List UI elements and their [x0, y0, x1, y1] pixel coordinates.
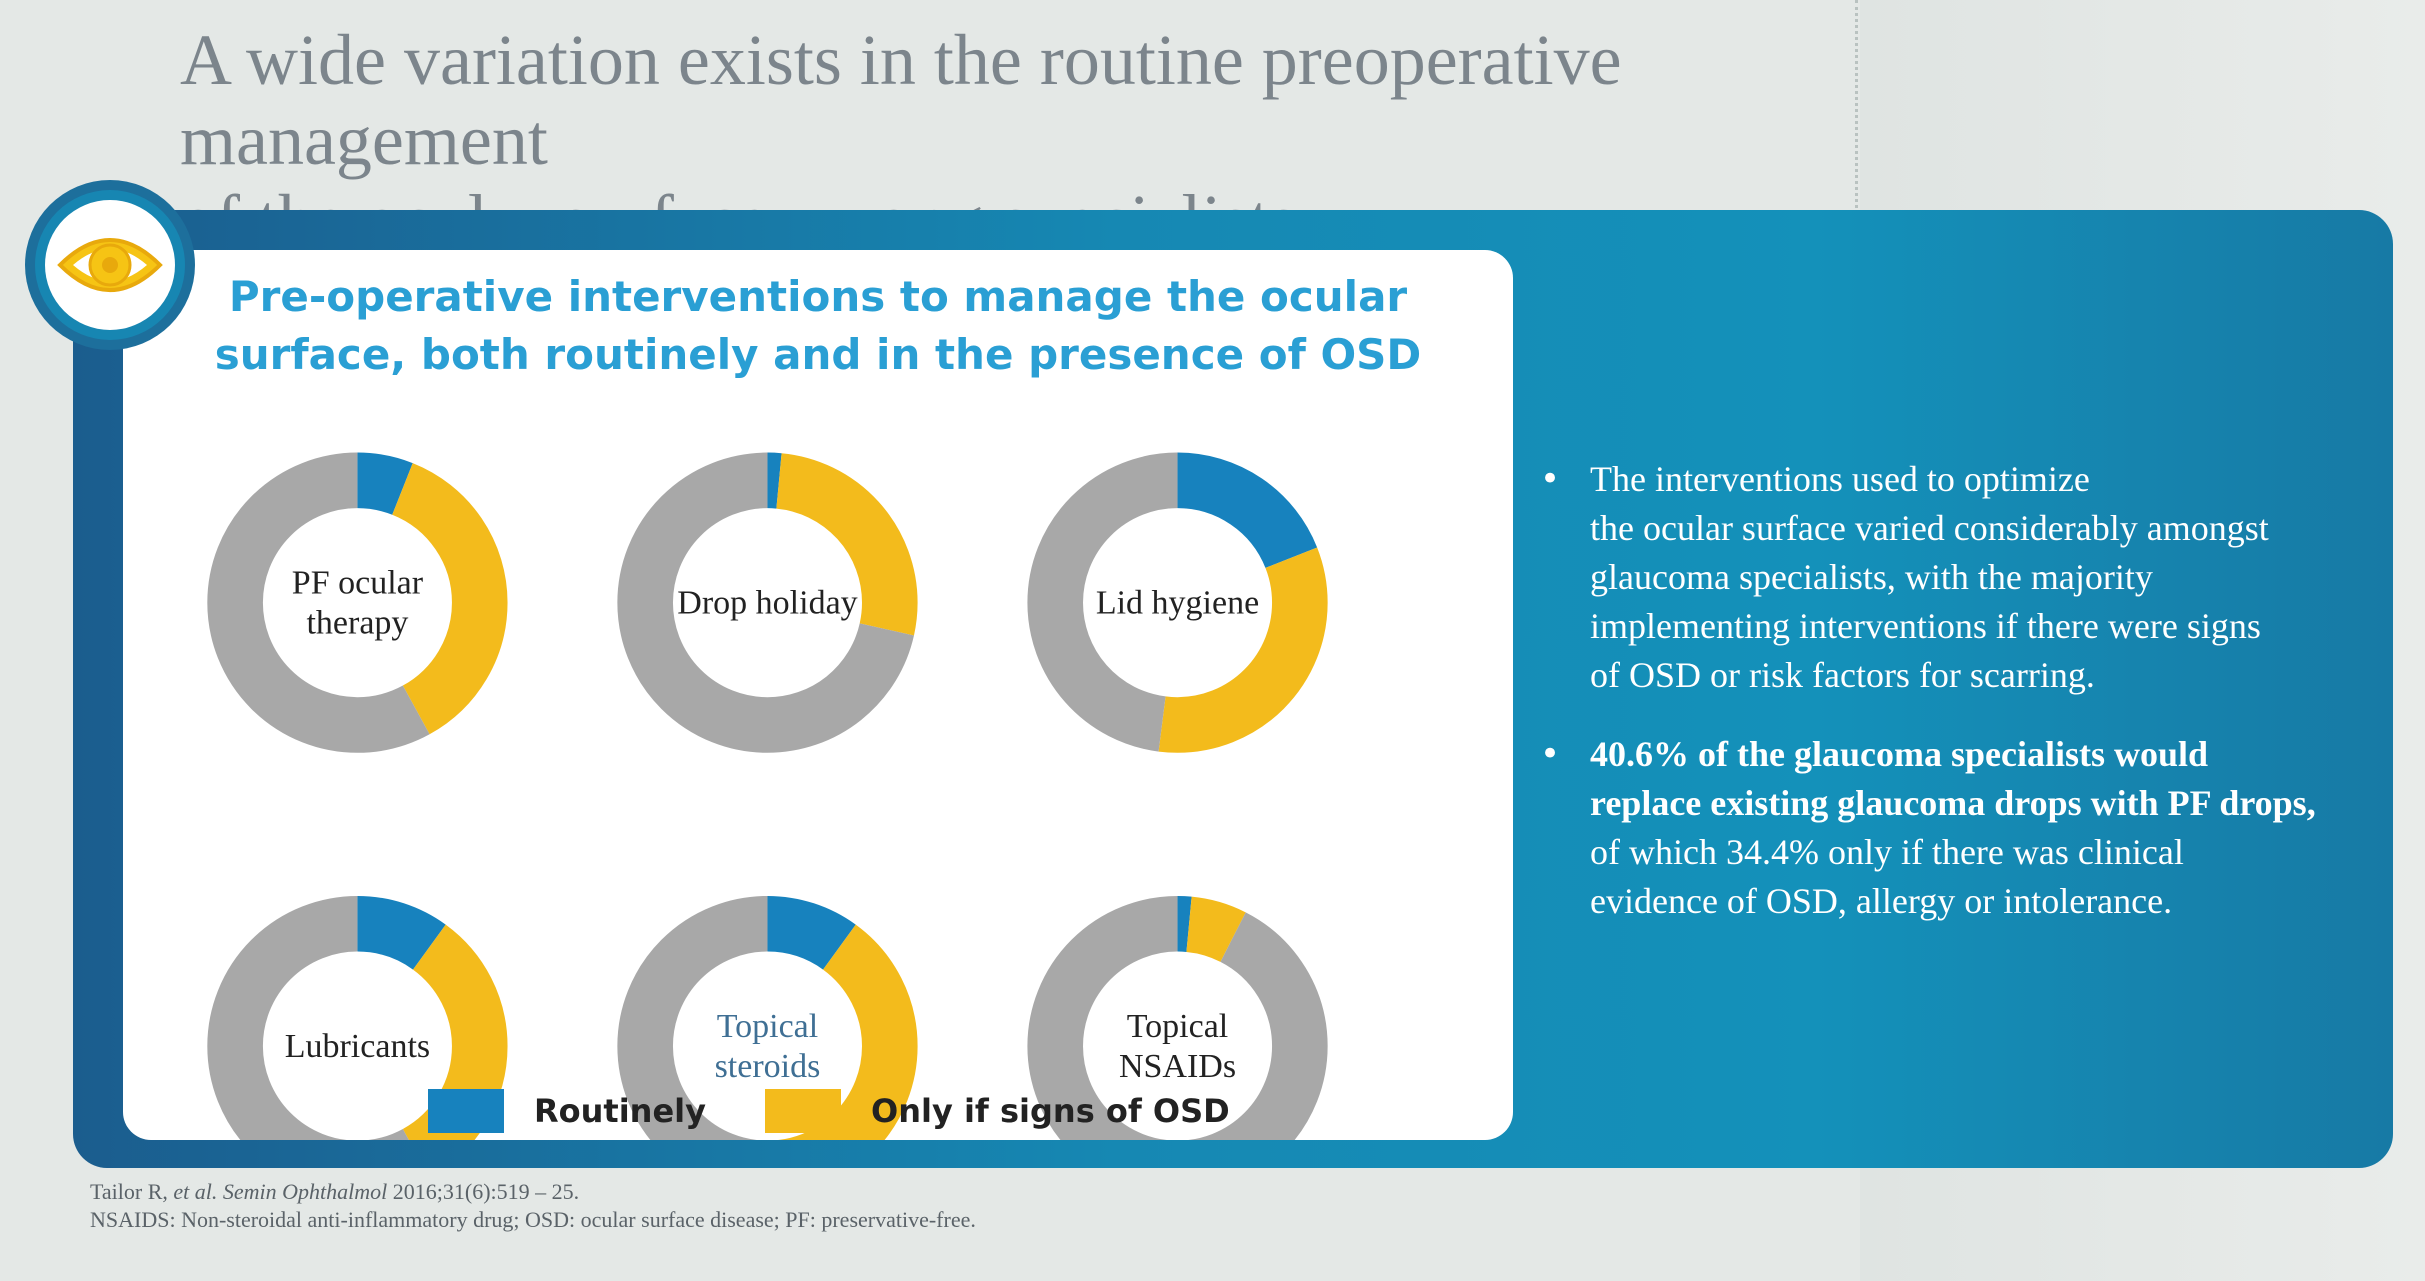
- legend-label-only-if-osd: Only if signs of OSD: [871, 1092, 1230, 1130]
- footnote-journal: et al. Semin Ophthalmol: [173, 1179, 388, 1204]
- footnote-reference: Tailor R, et al. Semin Ophthalmol 2016;3…: [90, 1178, 1890, 1206]
- donut-2-label-line-1: Drop holiday: [677, 585, 857, 622]
- donut-4-label-line-1: Lubricants: [285, 1028, 430, 1065]
- bullet-dot: •: [1540, 459, 1561, 499]
- bullet-1-line-4: implementing interventions if there were…: [1590, 606, 2261, 646]
- donut-5-segment-only-if-signs-of-osd: [617, 895, 918, 1140]
- donut-1-label-line-2: therapy: [306, 605, 408, 642]
- eye-icon: [57, 238, 163, 292]
- bullet-2: • 40.6% of the glaucoma specialists woul…: [1540, 730, 2360, 926]
- bullet-1-text: The interventions used to optimize the o…: [1590, 455, 2360, 700]
- donut-1-label-line-1: PF ocular: [292, 565, 424, 602]
- chart-title-line-2: surface, both routinely and in the prese…: [214, 330, 1422, 379]
- legend-swatch-only-if-osd: [765, 1089, 841, 1133]
- bullet-dot: •: [1540, 734, 1561, 774]
- bullet-1-line-2: the ocular surface varied considerably a…: [1590, 508, 2269, 548]
- bullet-1-line-5: of OSD or risk factors for scarring.: [1590, 655, 2095, 695]
- chart-card: Pre-operative interventions to manage th…: [123, 250, 1513, 1140]
- bullet-1-line-1: The interventions used to optimize: [1590, 459, 2090, 499]
- legend-label-routinely: Routinely: [534, 1092, 706, 1130]
- bullet-2-line-3: of which 34.4% only if there was clinica…: [1590, 832, 2184, 872]
- summary-text: • The interventions used to optimize the…: [1540, 455, 2360, 956]
- legend-swatch-routinely: [428, 1089, 504, 1133]
- donut-4-segment-other: [207, 895, 508, 1140]
- footnote: Tailor R, et al. Semin Ophthalmol 2016;3…: [90, 1178, 1890, 1234]
- donut-6-segment-other: [1027, 895, 1328, 1140]
- chart-title-line-1: Pre-operative interventions to manage th…: [228, 272, 1408, 321]
- donut-5-label-line-2: steroids: [715, 1048, 821, 1085]
- donut-1-segment-other: [207, 452, 508, 753]
- donut-2-segment-other: [617, 452, 918, 753]
- background-dotted-line: [1855, 0, 1858, 220]
- footnote-citation: 2016;31(6):519 – 25.: [387, 1179, 580, 1204]
- bullet-2-line-4: evidence of OSD, allergy or intolerance.: [1590, 881, 2173, 921]
- chart-title: Pre-operative interventions to manage th…: [123, 268, 1513, 384]
- legend-only-if-osd: Only if signs of OSD: [765, 1088, 1230, 1134]
- footnote-abbreviations: NSAIDS: Non-steroidal anti-inflammatory …: [90, 1207, 976, 1232]
- bullet-2-bold-line-1: 40.6% of the glaucoma specialists would: [1590, 734, 2209, 774]
- donut-6-label-line-2: NSAIDs: [1119, 1048, 1236, 1085]
- bullet-1: • The interventions used to optimize the…: [1540, 455, 2360, 700]
- donut-3-segment-only-if-signs-of-osd: [1027, 452, 1328, 753]
- donut-2-segment-only-if-signs-of-osd: [617, 452, 918, 753]
- donut-5-label-line-1: Topical: [717, 1008, 818, 1045]
- donut-3-segment-other: [1027, 452, 1328, 753]
- donut-6-label-line-1: Topical: [1127, 1008, 1228, 1045]
- donut-3-label-line-1: Lid hygiene: [1096, 585, 1259, 622]
- donut-4-segment-only-if-signs-of-osd: [207, 895, 508, 1140]
- donut-1-segment-only-if-signs-of-osd: [207, 452, 508, 753]
- legend-routinely: Routinely: [428, 1088, 706, 1134]
- bullet-1-line-3: glaucoma specialists, with the majority: [1590, 557, 2153, 597]
- bullet-2-text: 40.6% of the glaucoma specialists would …: [1590, 730, 2360, 926]
- footnote-author: Tailor R,: [90, 1179, 174, 1204]
- slide-title-line-1: A wide variation exists in the routine p…: [180, 20, 1622, 180]
- donut-5-segment-other: [617, 895, 918, 1140]
- eye-badge: [35, 190, 185, 340]
- bullet-2-bold-line-2: replace existing glaucoma drops with PF …: [1590, 783, 2316, 823]
